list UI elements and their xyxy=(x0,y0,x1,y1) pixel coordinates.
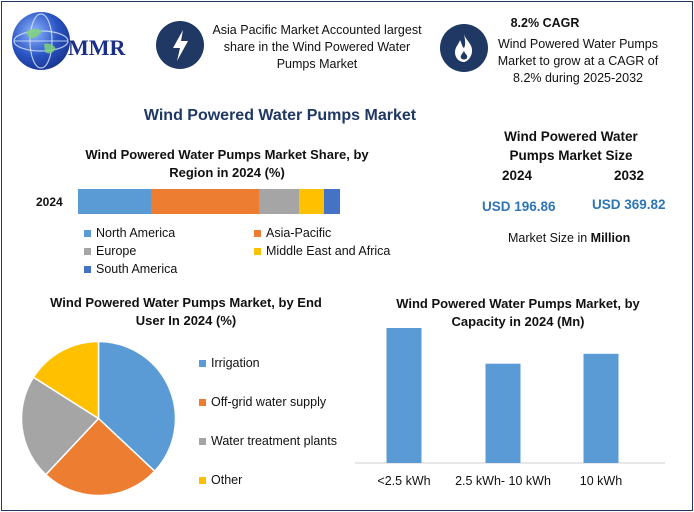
end-user-legend-item-off-grid-water-supply: Off-grid water supply xyxy=(199,395,326,409)
region-legend-item-asia-pacific: Asia-Pacific xyxy=(254,226,331,240)
legend-swatch xyxy=(199,398,206,406)
flame-icon xyxy=(440,24,488,72)
region-legend-item-north-america: North America xyxy=(84,226,175,240)
capacity-tick-label: <2.5 kWh xyxy=(377,474,430,488)
cagr-heading: 8.2% CAGR xyxy=(510,16,580,30)
capacity-bar-10-kwh xyxy=(583,353,619,463)
end-user-legend-item-water-treatment-plants: Water treatment plants xyxy=(199,434,337,448)
pie-slice-off-grid-water-supply xyxy=(44,417,156,497)
capacity-chart-title: Wind Powered Water Pumps Market, by Capa… xyxy=(396,296,640,329)
capacity-bar-chart: <2.5 kWh 2.5 kWh- 10 kWh 10 kWh xyxy=(355,328,665,488)
region-legend-item-middle-east-and-africa: Middle East and Africa xyxy=(254,244,390,258)
region-chart-title: Wind Powered Water Pumps Market Share, b… xyxy=(85,147,369,180)
pie-slice-water-treatment-plants xyxy=(20,376,100,476)
unit-note-prefix: Market Size in xyxy=(508,231,591,245)
legend-swatch xyxy=(199,437,206,445)
legend-swatch xyxy=(254,229,261,237)
region-legend: North America Asia-Pacific Europe Middle Ea… xyxy=(84,226,414,280)
end-user-chart-title: Wind Powered Water Pumps Market, by End … xyxy=(50,295,322,328)
unit-note-unit: Million xyxy=(590,231,631,245)
end-user-legend-item-irrigation: Irrigation xyxy=(199,356,260,370)
end-user-legend: Irrigation Off-grid water supply Water tre… xyxy=(199,356,369,496)
legend-label: South America xyxy=(96,262,178,276)
globe-logo-icon xyxy=(12,12,70,70)
legend-label: Europe xyxy=(96,244,137,258)
legend-label: North America xyxy=(96,226,176,240)
legend-swatch xyxy=(199,476,206,484)
region-stacked-bar xyxy=(78,189,340,214)
region-legend-item-south-america: South America xyxy=(84,262,177,276)
market-size-year-2032: 2032 xyxy=(614,168,645,183)
region-share-note: Asia Pacific Market Accounted largest sh… xyxy=(212,23,422,71)
region-bar-segment-asia-pacific xyxy=(151,189,259,214)
legend-label: Other xyxy=(211,473,243,487)
market-size-value-2032: USD 369.82 xyxy=(592,197,666,212)
capacity-bar-2-5-kwh-10-kwh xyxy=(485,363,521,463)
end-user-legend-item-other: Other xyxy=(199,473,242,487)
region-bar-segment-south-america xyxy=(324,189,340,214)
legend-swatch xyxy=(84,229,91,237)
legend-swatch xyxy=(84,247,91,255)
legend-swatch xyxy=(254,247,261,255)
region-legend-item-europe: Europe xyxy=(84,244,136,258)
lightning-bolt-icon xyxy=(156,21,204,69)
capacity-tick-label: 2.5 kWh- 10 kWh xyxy=(455,474,551,488)
legend-label: Off-grid water supply xyxy=(211,395,327,409)
market-size-unit-note: Market Size in Million xyxy=(508,231,630,245)
page-title: Wind Powered Water Pumps Market xyxy=(143,107,417,124)
legend-swatch xyxy=(199,359,206,367)
region-bar-segment-europe xyxy=(258,189,300,214)
market-size-title: Wind Powered Water Pumps Market Size xyxy=(504,129,638,163)
pie-slice-other xyxy=(32,340,100,420)
region-bar-segment-north-america xyxy=(78,189,152,214)
capacity-bar-2-5-kwh xyxy=(386,328,422,463)
pie-slice-irrigation xyxy=(97,340,177,473)
region-bar-segment-middle-east-and-africa xyxy=(299,189,325,214)
brand-logo-text: MMR xyxy=(68,35,126,60)
region-bar-category-label: 2024 xyxy=(36,195,63,209)
legend-label: Asia-Pacific xyxy=(266,226,332,240)
market-size-value-2024: USD 196.86 xyxy=(482,199,556,214)
capacity-tick-label: 10 kWh xyxy=(580,474,622,488)
end-user-pie-chart xyxy=(20,340,177,497)
legend-swatch xyxy=(84,265,91,273)
market-size-year-2024: 2024 xyxy=(502,168,533,183)
legend-label: Irrigation xyxy=(211,356,260,370)
legend-label: Middle East and Africa xyxy=(266,244,391,258)
legend-label: Water treatment plants xyxy=(211,434,337,448)
cagr-note: Wind Powered Water Pumps Market to grow … xyxy=(497,37,659,85)
